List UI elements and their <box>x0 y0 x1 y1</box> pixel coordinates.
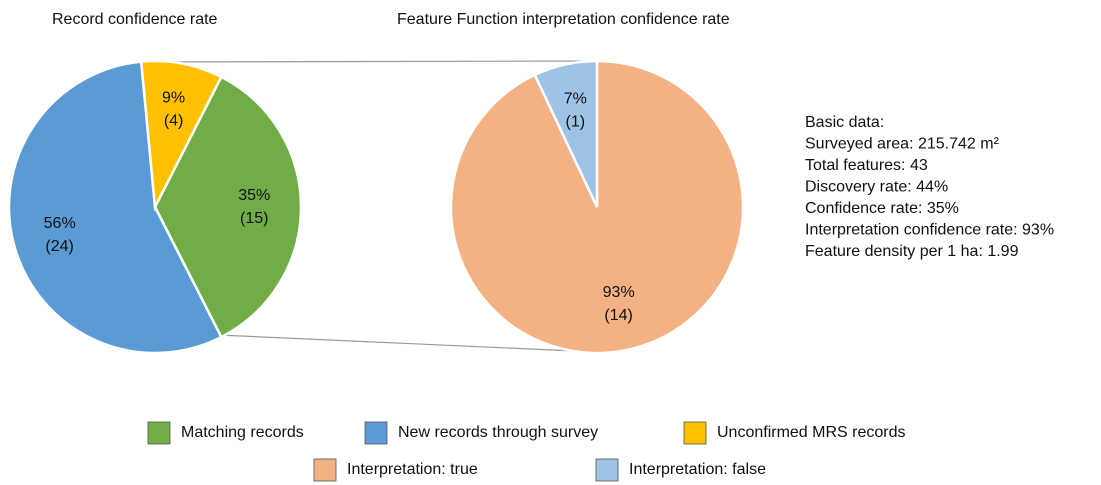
chart-title: Feature Function interpretation confiden… <box>397 11 730 28</box>
legend-swatch <box>147 421 171 445</box>
annotation: Discovery rate: 44% <box>805 179 948 196</box>
legend-label: Interpretation: true <box>347 461 478 478</box>
slice-label: 56% <box>44 215 76 232</box>
slice-count: (1) <box>566 113 586 130</box>
slice-label: 7% <box>564 90 587 107</box>
legend-label: New records through survey <box>398 424 598 441</box>
legend-swatch <box>313 458 337 482</box>
annotation: Interpretation confidence rate: 93% <box>805 222 1054 239</box>
annotation: Surveyed area: 215.742 m² <box>805 136 1000 153</box>
connector-line <box>217 334 598 353</box>
slice-label: 35% <box>238 187 270 204</box>
legend-label: Matching records <box>181 424 304 441</box>
slice-count: (4) <box>164 113 184 130</box>
legend-swatch <box>364 421 388 445</box>
slice-count: (14) <box>604 307 632 324</box>
pie-slice <box>153 75 303 339</box>
annotation: Basic data: <box>805 114 884 131</box>
legend-swatch <box>595 458 619 482</box>
connector-line <box>139 60 598 63</box>
annotation: Total features: 43 <box>805 157 928 174</box>
pie-slice <box>139 59 223 212</box>
annotation: Confidence rate: 35% <box>805 200 959 217</box>
slice-count: (24) <box>45 238 73 255</box>
pie-slice <box>7 60 223 355</box>
chart-title: Record confidence rate <box>52 11 218 28</box>
legend-swatch <box>683 421 707 445</box>
pie-slice <box>533 59 599 208</box>
slice-label: 9% <box>162 90 185 107</box>
slice-count: (15) <box>240 210 268 227</box>
annotation: Feature density per 1 ha: 1.99 <box>805 243 1019 260</box>
slice-label: 93% <box>603 284 635 301</box>
legend-label: Unconfirmed MRS records <box>717 424 906 441</box>
legend-label: Interpretation: false <box>629 461 766 478</box>
